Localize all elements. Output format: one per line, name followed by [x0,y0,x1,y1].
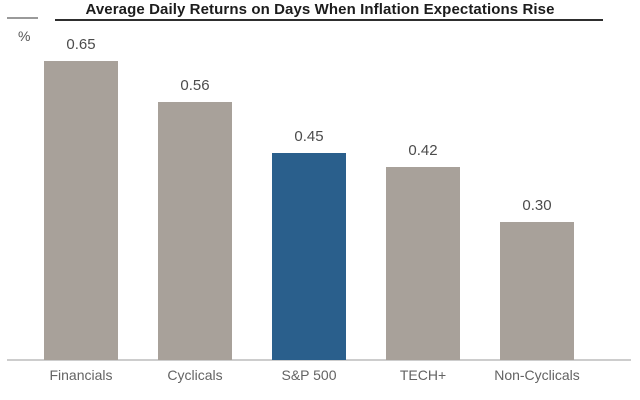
x-axis-line [7,359,631,361]
y-axis-label: % [18,28,31,44]
bar-value-label-cyclicals: 0.56 [180,77,210,94]
chart-title: Average Daily Returns on Days When Infla… [85,1,555,18]
x-axis-tick-label-cyclicals: Cyclicals [167,367,223,383]
bar-value-label-financials: 0.65 [66,36,96,53]
x-axis-tick-label-tech: TECH+ [399,367,447,383]
y-axis-header-rule [7,17,38,19]
bar-s-p-500 [272,153,346,360]
title-underline [55,19,603,21]
x-axis-tick-label-non-cyclicals: Non-Cyclicals [494,367,580,383]
x-axis-tick-label-financials: Financials [49,367,113,383]
x-axis-tick-label-s-p-500: S&P 500 [281,367,337,383]
bar-financials [44,61,118,360]
bar-value-label-s-p-500: 0.45 [294,128,324,145]
bar-value-label-tech: 0.42 [408,142,438,159]
bar-value-label-non-cyclicals: 0.30 [522,197,552,214]
bar-tech [386,167,460,360]
bar-non-cyclicals [500,222,574,360]
bar-cyclicals [158,102,232,360]
